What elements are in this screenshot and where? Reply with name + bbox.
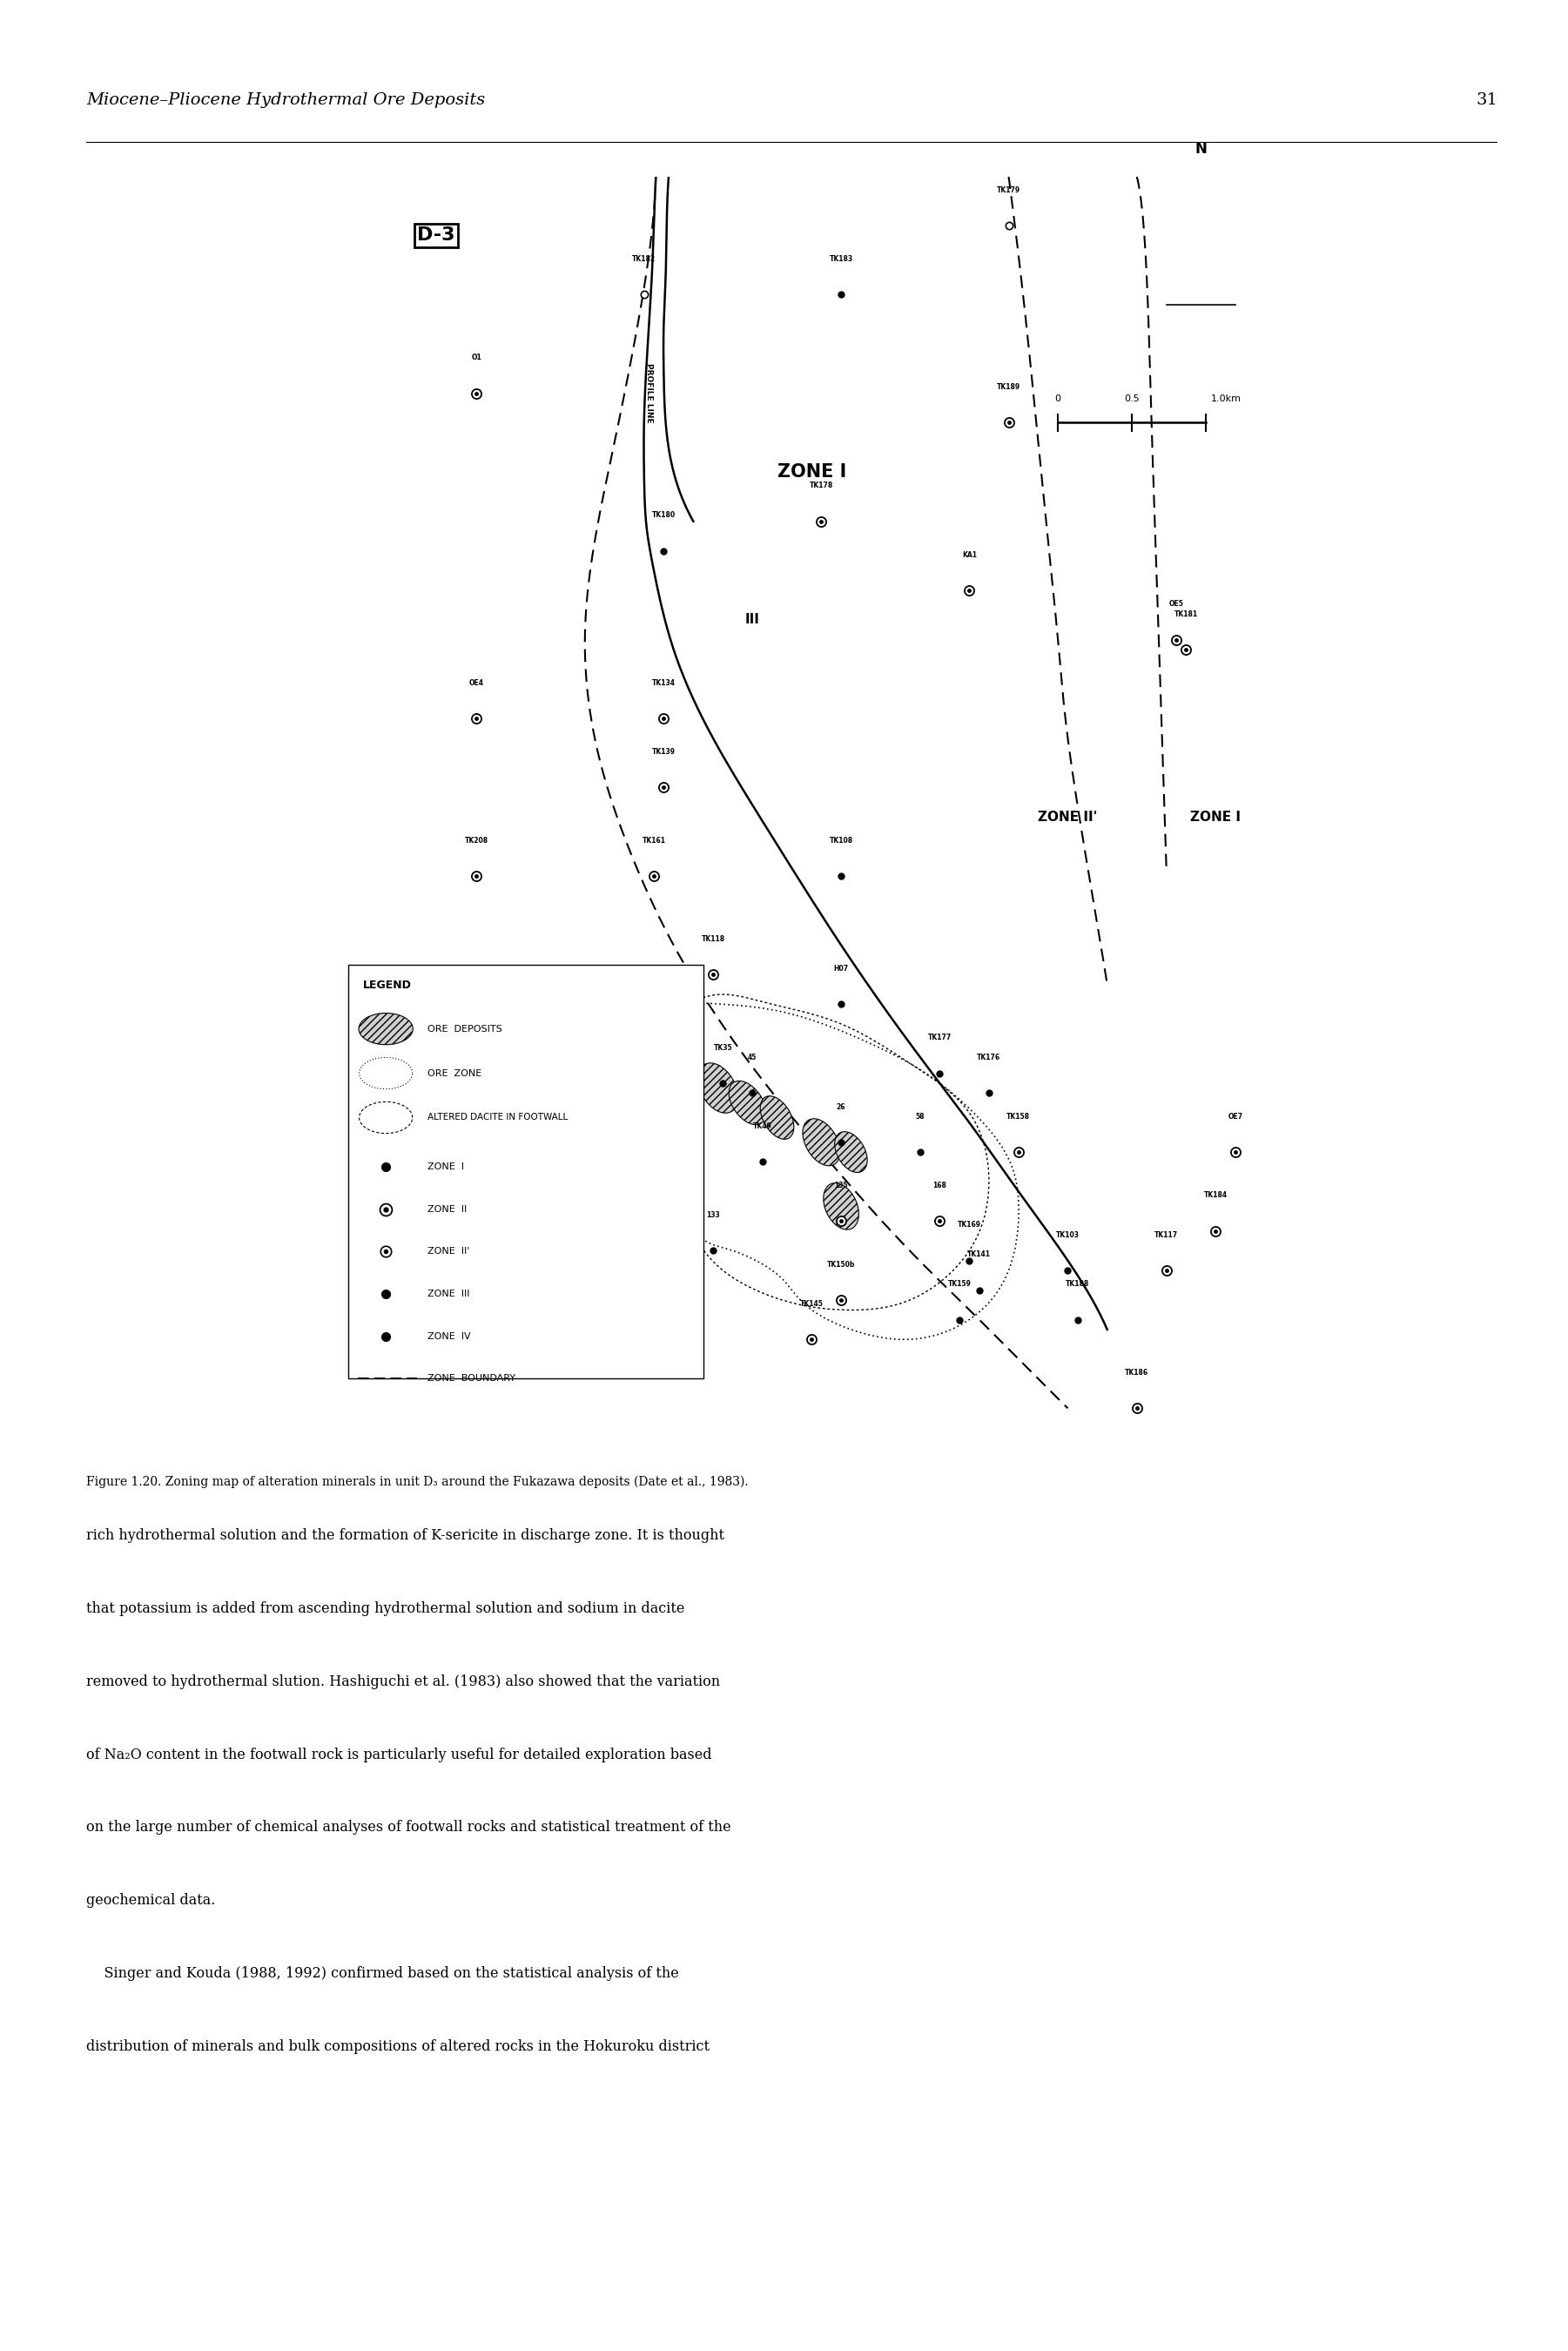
Text: D-3: D-3 xyxy=(417,226,455,245)
Text: OE7: OE7 xyxy=(1228,1112,1243,1121)
Text: TK159: TK159 xyxy=(947,1281,971,1288)
Text: TK150b: TK150b xyxy=(826,1260,855,1270)
Text: 135: 135 xyxy=(834,1183,848,1190)
Text: geochemical data.: geochemical data. xyxy=(86,1893,215,1909)
FancyBboxPatch shape xyxy=(348,964,702,1378)
Text: of Na₂O content in the footwall rock is particularly useful for detailed explora: of Na₂O content in the footwall rock is … xyxy=(86,1747,712,1761)
Ellipse shape xyxy=(823,1183,859,1230)
Text: O1: O1 xyxy=(472,353,481,362)
Text: TK35: TK35 xyxy=(713,1044,732,1051)
Text: OE5: OE5 xyxy=(1168,600,1184,609)
Text: Singer and Kouda (1988, 1992) confirmed based on the statistical analysis of the: Singer and Kouda (1988, 1992) confirmed … xyxy=(86,1965,679,1982)
Text: ZONE  I: ZONE I xyxy=(426,1161,464,1171)
Text: 133: 133 xyxy=(706,1211,720,1220)
Text: ZONE I: ZONE I xyxy=(1190,811,1240,823)
Text: 45: 45 xyxy=(748,1053,757,1060)
Text: ZONE  III: ZONE III xyxy=(426,1291,469,1298)
Text: TK118: TK118 xyxy=(701,936,724,943)
Text: 0.5: 0.5 xyxy=(1124,395,1140,402)
Text: TK184: TK184 xyxy=(1204,1192,1228,1199)
Text: Miocene–Pliocene Hydrothermal Ore Deposits: Miocene–Pliocene Hydrothermal Ore Deposi… xyxy=(86,92,485,108)
Ellipse shape xyxy=(803,1119,840,1166)
Text: OE4: OE4 xyxy=(469,679,485,686)
Ellipse shape xyxy=(760,1096,793,1140)
Text: TK180: TK180 xyxy=(652,513,676,520)
Ellipse shape xyxy=(834,1131,867,1173)
Text: III: III xyxy=(745,614,760,625)
Text: ZONE  II': ZONE II' xyxy=(426,1248,469,1255)
Text: 1.0km: 1.0km xyxy=(1210,395,1242,402)
Text: KA1: KA1 xyxy=(961,550,977,560)
Text: TK208: TK208 xyxy=(464,837,488,844)
Text: 58: 58 xyxy=(916,1112,925,1121)
Text: TK181: TK181 xyxy=(1174,609,1198,618)
Text: TK209: TK209 xyxy=(395,1093,419,1100)
Text: TK182: TK182 xyxy=(632,256,655,263)
Text: TK161: TK161 xyxy=(643,837,666,844)
Text: TK189: TK189 xyxy=(997,383,1021,390)
Text: TK177: TK177 xyxy=(928,1034,952,1041)
Text: LEGEND: LEGEND xyxy=(364,980,412,990)
Text: H07: H07 xyxy=(834,964,848,973)
Text: TK108: TK108 xyxy=(829,837,853,844)
Text: TK188: TK188 xyxy=(1066,1281,1090,1288)
Text: 26: 26 xyxy=(837,1103,845,1110)
Text: TK139: TK139 xyxy=(652,748,676,757)
Text: TK158: TK158 xyxy=(1007,1112,1030,1121)
Text: TK150: TK150 xyxy=(395,1013,419,1023)
Text: ZONE II': ZONE II' xyxy=(1038,811,1098,823)
Text: TK176: TK176 xyxy=(977,1053,1000,1060)
Text: TK49: TK49 xyxy=(753,1121,771,1131)
Text: TK134: TK134 xyxy=(652,679,676,686)
Text: ZONE I: ZONE I xyxy=(778,463,847,480)
Text: TK103: TK103 xyxy=(1055,1232,1079,1239)
Text: TK59: TK59 xyxy=(635,1112,654,1121)
Text: TK169: TK169 xyxy=(958,1220,982,1230)
Text: TK178: TK178 xyxy=(809,482,833,489)
Text: TK179: TK179 xyxy=(997,186,1021,195)
Text: rich hydrothermal solution and the formation of K-sericite in discharge zone. It: rich hydrothermal solution and the forma… xyxy=(86,1528,724,1542)
Text: ORE  DEPOSITS: ORE DEPOSITS xyxy=(426,1025,502,1032)
Text: distribution of minerals and bulk compositions of altered rocks in the Hokuroku : distribution of minerals and bulk compos… xyxy=(86,2038,710,2055)
Text: TK207: TK207 xyxy=(622,1300,646,1307)
Text: 0: 0 xyxy=(1055,395,1062,402)
Text: 71: 71 xyxy=(679,1053,688,1060)
Text: that potassium is added from ascending hydrothermal solution and sodium in dacit: that potassium is added from ascending h… xyxy=(86,1601,685,1615)
Text: TK28: TK28 xyxy=(635,1044,654,1051)
Text: ZONE  IV: ZONE IV xyxy=(426,1333,470,1340)
Text: Figure 1.20. Zoning map of alteration minerals in unit D₃ around the Fukazawa de: Figure 1.20. Zoning map of alteration mi… xyxy=(86,1476,748,1488)
Text: ORE  ZONE: ORE ZONE xyxy=(426,1070,481,1077)
Text: TK117: TK117 xyxy=(1154,1232,1178,1239)
Text: TK145: TK145 xyxy=(800,1300,823,1307)
Text: TK200: TK200 xyxy=(533,1133,557,1140)
Text: 168: 168 xyxy=(933,1183,947,1190)
Text: TK186: TK186 xyxy=(1124,1368,1149,1378)
Ellipse shape xyxy=(698,1063,739,1112)
Text: on the large number of chemical analyses of footwall rocks and statistical treat: on the large number of chemical analyses… xyxy=(86,1820,731,1834)
Text: N: N xyxy=(1195,141,1207,158)
Text: ZONE  BOUNDARY: ZONE BOUNDARY xyxy=(426,1375,516,1382)
Text: PROFILE LINE: PROFILE LINE xyxy=(644,364,652,423)
Text: TK198: TK198 xyxy=(533,1013,557,1023)
Text: 31: 31 xyxy=(1475,92,1497,108)
Text: TK183: TK183 xyxy=(829,256,853,263)
Ellipse shape xyxy=(729,1081,767,1124)
Ellipse shape xyxy=(359,1013,412,1044)
Text: removed to hydrothermal slution. Hashiguchi et al. (1983) also showed that the v: removed to hydrothermal slution. Hashigu… xyxy=(86,1674,720,1688)
Text: ALTERED DACITE IN FOOTWALL: ALTERED DACITE IN FOOTWALL xyxy=(426,1114,568,1121)
Text: TK141: TK141 xyxy=(967,1251,991,1258)
Text: ZONE  II: ZONE II xyxy=(426,1206,467,1213)
